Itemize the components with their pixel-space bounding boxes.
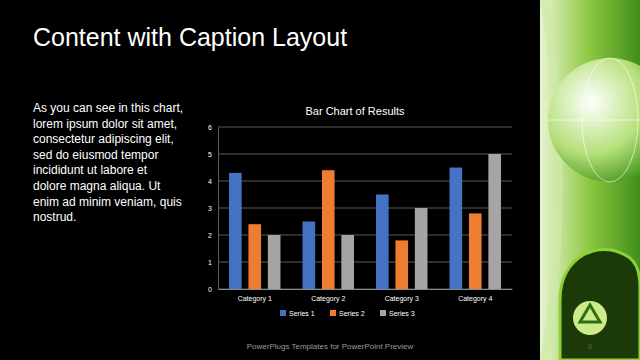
slide-title: Content with Caption Layout — [33, 23, 347, 51]
caption-line: nostrud. — [33, 210, 76, 224]
legend-swatch — [330, 310, 336, 316]
y-tick-label: 2 — [208, 232, 212, 239]
x-axis-line — [219, 289, 513, 290]
caption-line: dolore magna aliqua. Ut — [33, 179, 161, 193]
globe-line — [548, 120, 640, 121]
x-tick: Category 1 — [238, 289, 272, 303]
x-axis: Category 1 Category 2 Category 3 Category 4 — [219, 289, 513, 303]
footer: PowerPlugs Templates for PowerPoint Prev… — [247, 342, 414, 351]
legend-label: Series 3 — [389, 310, 415, 317]
caption-line: consectetur adipiscing elit, — [33, 132, 174, 146]
y-tick: 1 — [208, 259, 218, 266]
y-tick: 0 — [208, 286, 218, 293]
bar — [322, 170, 335, 289]
grid-line — [218, 208, 512, 209]
bar — [268, 235, 281, 289]
caption-line: As you can see in this chart, — [33, 101, 183, 115]
bar — [395, 240, 408, 289]
y-tick-label: 3 — [208, 205, 212, 212]
y-tick: 3 — [208, 205, 218, 212]
series — [229, 168, 462, 290]
caption-line: enim ad minim veniam, quis — [33, 195, 182, 209]
legend-label: Series 1 — [289, 310, 315, 317]
y-tick: 4 — [208, 178, 218, 185]
x-tick-label: Category 4 — [458, 295, 492, 303]
page-number: 8 — [588, 342, 593, 351]
bar — [376, 195, 389, 290]
grid-line — [218, 154, 512, 155]
y-tick-label: 6 — [208, 124, 212, 131]
decoration — [540, 0, 640, 360]
bar — [248, 224, 261, 289]
x-tick-label: Category 1 — [238, 295, 272, 303]
y-tick-label: 4 — [208, 178, 212, 185]
y-tick: 2 — [208, 232, 218, 239]
caption: As you can see in this chart, lorem ipsum… — [33, 101, 183, 224]
bar — [450, 168, 463, 290]
y-tick-label: 0 — [208, 286, 212, 293]
grid-line — [218, 181, 512, 182]
slide: Content with Caption Layout As you can se… — [0, 0, 640, 360]
chart-title: Bar Chart of Results — [305, 105, 405, 117]
bars — [229, 154, 501, 289]
legend-swatch — [280, 310, 286, 316]
y-axis-line — [218, 128, 219, 290]
caption-line: sed do eiusmod tempor — [33, 148, 158, 162]
grid-line — [218, 289, 512, 290]
y-tick-label: 5 — [208, 151, 212, 158]
bar — [488, 154, 501, 289]
grid-line — [218, 235, 512, 236]
y-tick: 5 — [208, 151, 218, 158]
caption-line: incididunt ut labore et — [33, 163, 148, 177]
legend-swatch — [380, 310, 386, 316]
x-tick-label: Category 2 — [311, 295, 345, 303]
bar — [303, 222, 316, 290]
grid-line — [218, 262, 512, 263]
y-axis: 0 1 2 3 4 5 6 — [208, 124, 218, 293]
legend-label: Series 2 — [339, 310, 365, 317]
recycle-arrows — [580, 305, 600, 322]
grid-line — [218, 127, 512, 128]
chart: Bar Chart of Results0123456Category 1Cat… — [208, 105, 512, 317]
legend: Series 1 Series 2 Series 3 — [280, 310, 415, 317]
bar — [229, 173, 242, 289]
grid — [218, 127, 512, 289]
y-tick-label: 1 — [208, 259, 212, 266]
recycle-icon — [573, 301, 607, 335]
y-tick: 6 — [208, 124, 218, 131]
recycle-head — [560, 249, 640, 360]
globe — [548, 58, 640, 182]
bar — [469, 213, 482, 289]
x-tick-label: Category 3 — [385, 295, 419, 303]
background — [0, 0, 640, 360]
caption-line: lorem ipsum dolor sit amet, — [33, 117, 177, 131]
bar — [415, 208, 428, 289]
x-tick: Category 3 — [385, 289, 419, 303]
series — [248, 170, 481, 289]
series — [268, 154, 501, 289]
bar — [341, 235, 354, 289]
x-tick: Category 2 — [311, 289, 345, 303]
x-tick: Category 4 — [458, 289, 492, 303]
